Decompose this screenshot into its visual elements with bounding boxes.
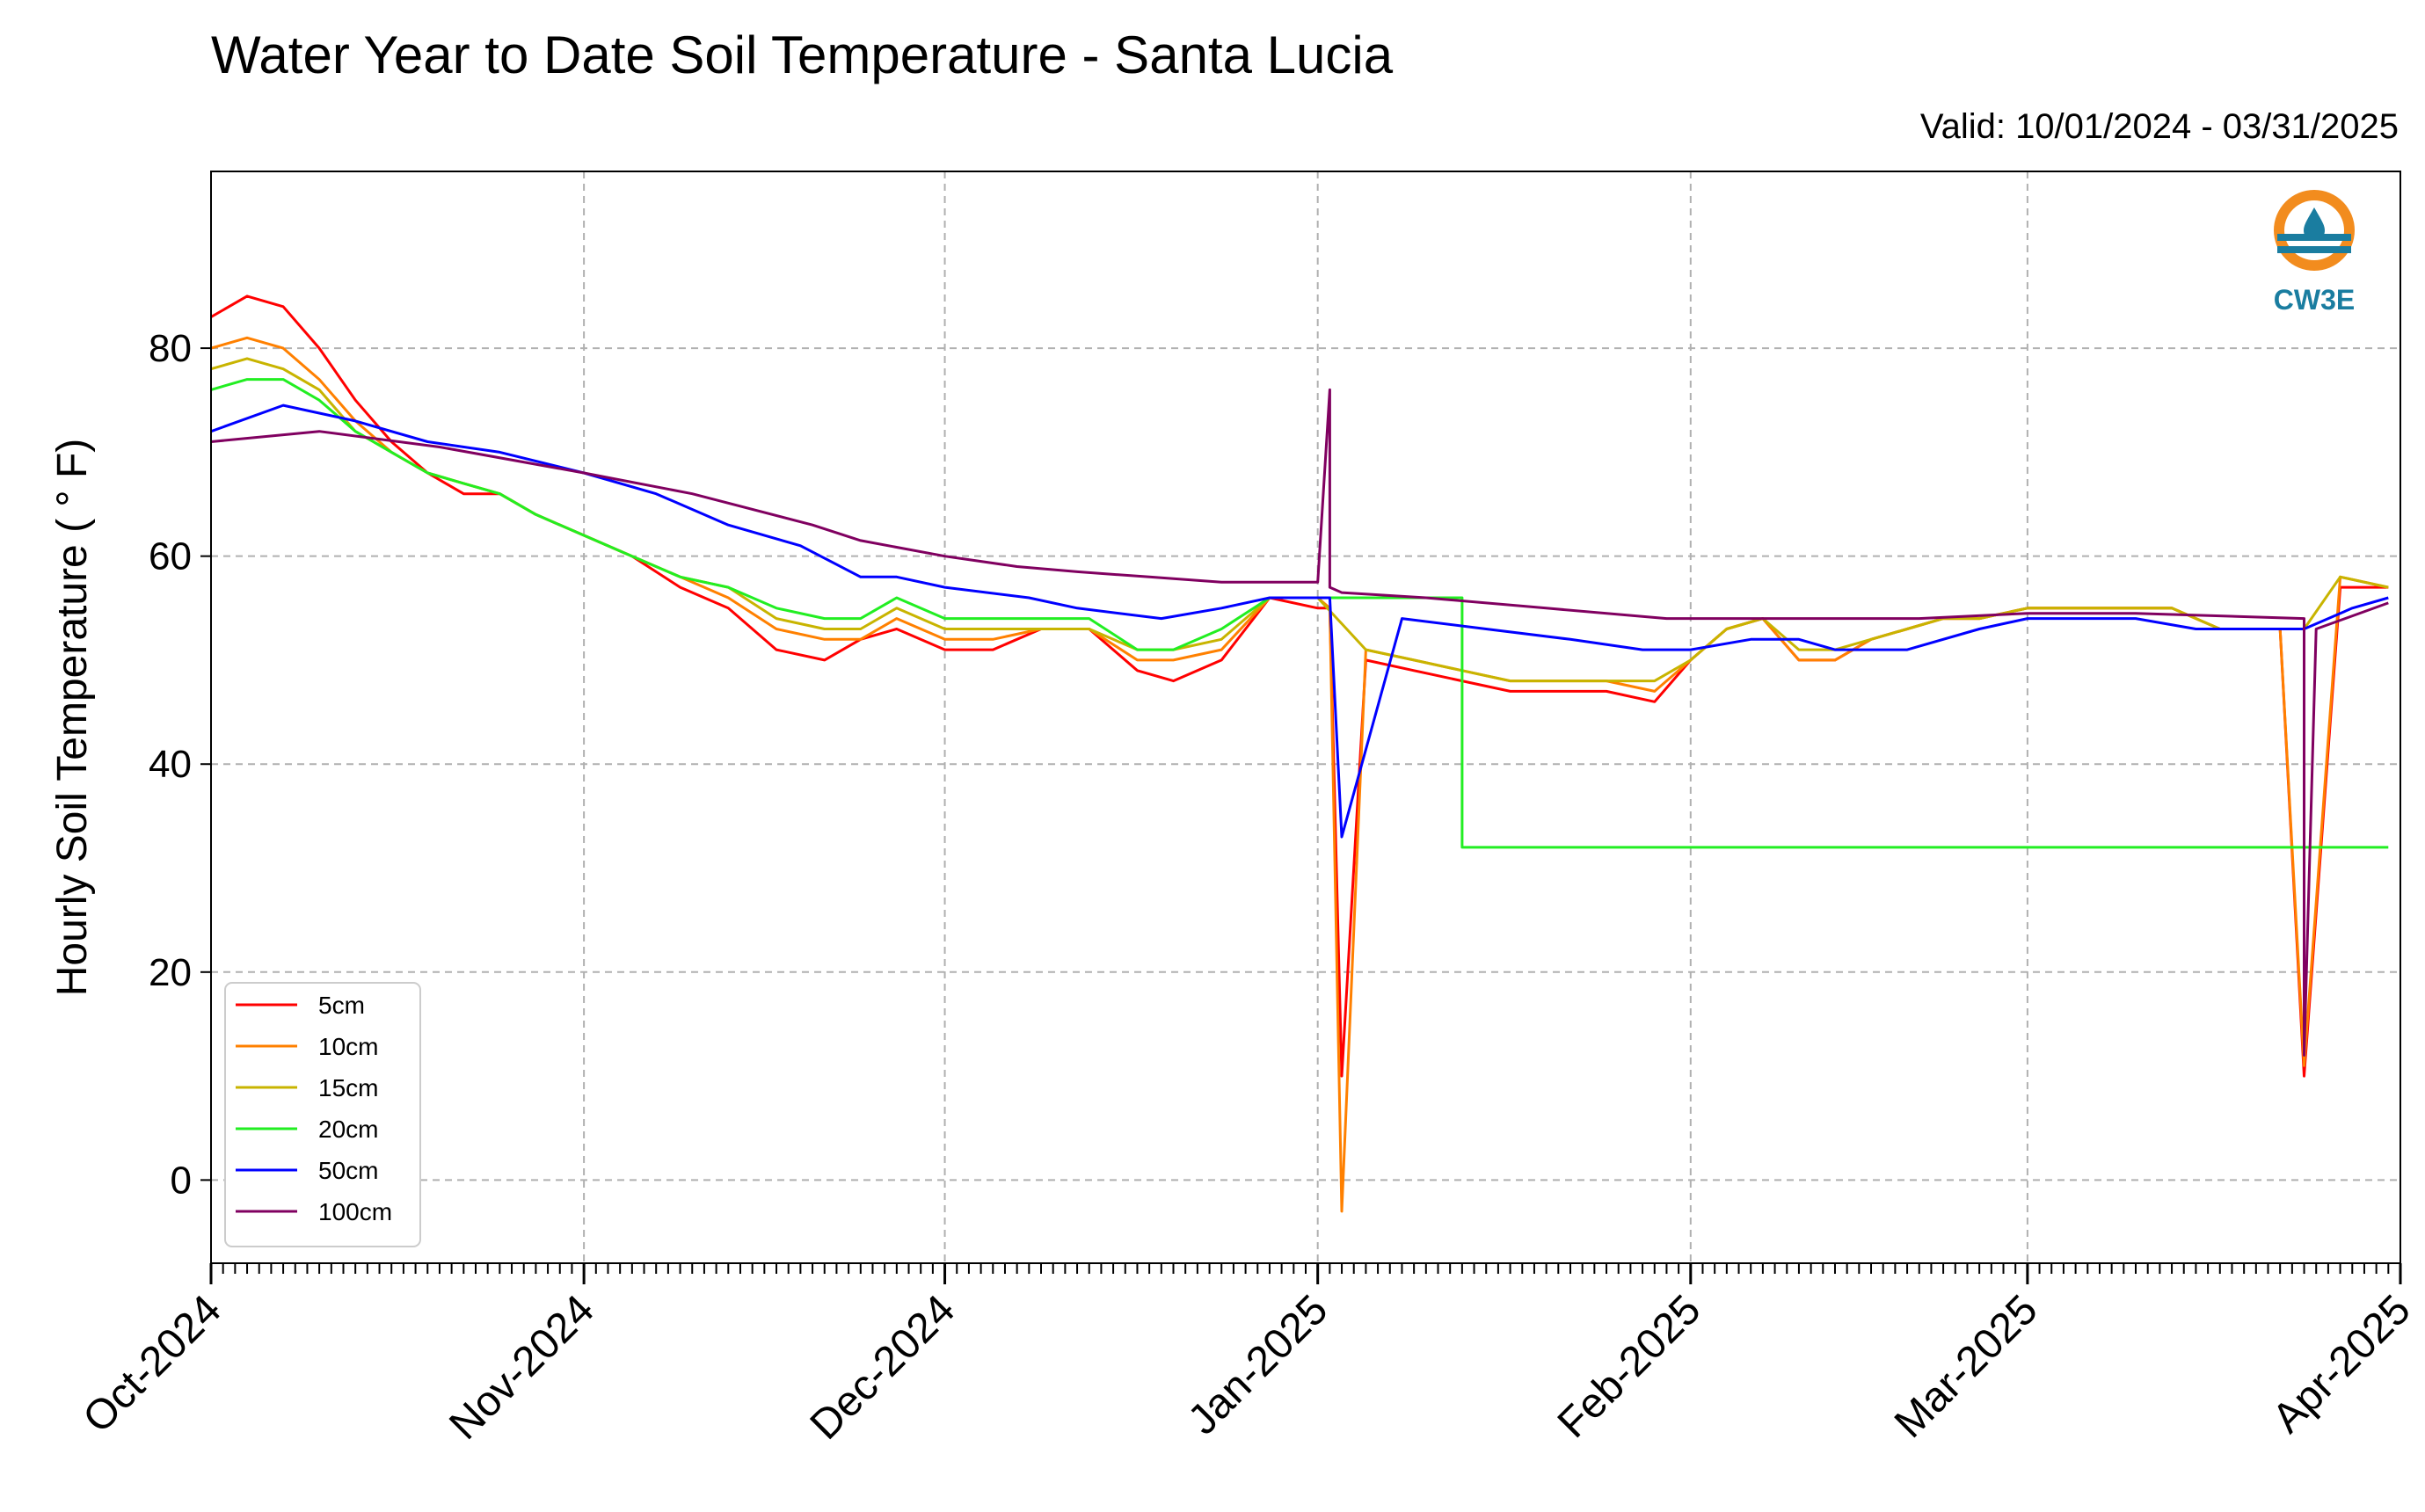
legend-label: 10cm <box>318 1033 378 1060</box>
legend-label: 15cm <box>318 1074 378 1101</box>
y-tick-label: 20 <box>149 951 192 994</box>
y-tick-label: 80 <box>149 327 192 370</box>
legend-label: 5cm <box>318 992 365 1019</box>
grid-lines <box>210 171 2401 1263</box>
y-tick-label: 40 <box>149 743 192 786</box>
plot-frame <box>210 171 2401 1264</box>
axes: 0 20 40 60 80 Oct-2024 Nov-2024 Dec-2024 Jan-202… <box>75 327 2420 1449</box>
legend-label: 100cm <box>318 1198 392 1225</box>
legend-label: 50cm <box>318 1157 378 1184</box>
legend: 5cm 10cm 15cm 20cm 50cm 100cm <box>224 982 421 1247</box>
series-line-5cm <box>211 294 2389 1078</box>
y-axis-label: Hourly Soil Temperature ( ° F) <box>49 439 96 997</box>
chart-title: Water Year to Date Soil Temperature - Sa… <box>211 25 1394 84</box>
y-tick-label: 60 <box>149 535 192 578</box>
series-line-50cm <box>211 403 2389 839</box>
x-tick-label: Oct-2024 <box>75 1286 230 1442</box>
x-tick-label: Apr-2025 <box>2264 1286 2420 1442</box>
x-tick-label: Nov-2024 <box>441 1286 603 1449</box>
series-line-20cm <box>211 378 2389 849</box>
series-line-100cm <box>211 388 2389 1057</box>
valid-range: Valid: 10/01/2024 - 03/31/2025 <box>1919 107 2399 146</box>
x-tick-label: Feb-2025 <box>1549 1286 1710 1447</box>
legend-label: 20cm <box>318 1116 378 1143</box>
legend-box <box>224 982 421 1247</box>
y-tick-label: 0 <box>171 1159 192 1202</box>
series-line-15cm <box>211 357 2389 683</box>
x-tick-label: Mar-2025 <box>1886 1286 2047 1447</box>
logo-text: CW3E <box>2274 284 2355 316</box>
cw3e-logo: CW3E <box>2274 190 2355 316</box>
x-tick-label: Jan-2025 <box>1179 1286 1336 1443</box>
series-line-10cm <box>211 336 2389 1213</box>
data-series <box>211 294 2389 1213</box>
x-tick-label: Dec-2024 <box>802 1286 965 1449</box>
